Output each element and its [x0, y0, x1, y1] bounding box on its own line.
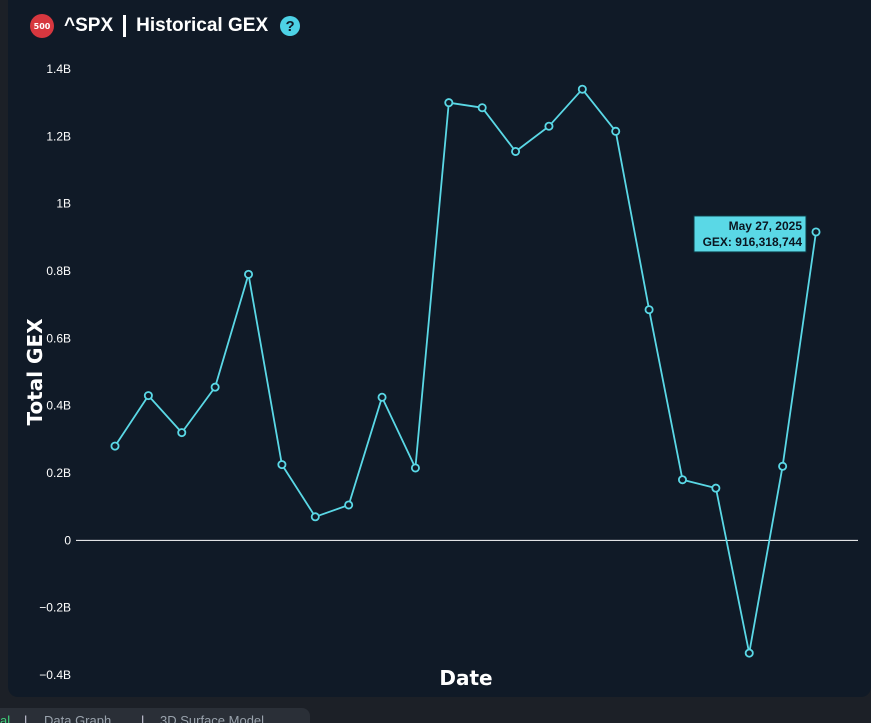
y-axis-title: Total GEX [23, 318, 47, 426]
tab-separator: | [24, 713, 28, 723]
data-point[interactable] [244, 269, 254, 279]
chart-header: 500 ^SPX Historical GEX ? [30, 10, 301, 42]
data-point[interactable] [511, 146, 521, 156]
title-divider [123, 15, 127, 37]
y-tick-label: 0.8B [46, 264, 71, 278]
data-point[interactable] [677, 475, 687, 485]
gex-line-chart[interactable]: 1.4B 1.2B 1B 0.8B 0.6B 0.4B 0.2B 0 −0.2B −0.4B Tot… [0, 0, 871, 700]
data-point[interactable] [110, 441, 120, 451]
x-axis-title: Date [439, 666, 492, 690]
data-point[interactable] [544, 121, 554, 131]
help-icon[interactable]: ? [280, 16, 301, 36]
data-point[interactable] [177, 428, 187, 438]
data-point[interactable] [410, 463, 420, 473]
y-tick-label: 1.4B [46, 62, 71, 76]
data-point[interactable] [577, 84, 587, 94]
tooltip-date: May 27, 2025 [729, 219, 803, 233]
tab-historical[interactable]: al [0, 713, 11, 723]
data-point[interactable] [210, 382, 220, 392]
data-point[interactable] [778, 461, 788, 471]
y-tick-label: 0.6B [46, 331, 71, 345]
tab-data-graph[interactable]: Data Graph [44, 713, 112, 723]
y-tick-label: 1B [56, 197, 71, 211]
tooltip-value: GEX: 916,318,744 [703, 235, 803, 249]
tab-separator: | [141, 713, 145, 723]
data-point[interactable] [477, 103, 487, 113]
data-point[interactable] [811, 227, 821, 237]
page-title: Historical GEX [136, 15, 269, 36]
data-point[interactable] [143, 391, 153, 401]
series-line [114, 88, 817, 654]
tooltip-box [693, 215, 807, 253]
chart-panel [8, 0, 871, 697]
data-point[interactable] [611, 126, 621, 136]
y-tick-label: −0.2B [39, 601, 71, 615]
y-tick-label: 0.4B [46, 399, 71, 413]
data-point[interactable] [444, 98, 454, 108]
tab-3d-surface-model[interactable]: 3D Surface Model [160, 713, 265, 723]
y-tick-label: 1.2B [46, 129, 71, 143]
y-tick-label: 0 [64, 533, 71, 547]
data-point[interactable] [277, 460, 287, 470]
data-point[interactable] [711, 483, 721, 493]
data-point[interactable] [644, 305, 654, 315]
view-tabs: al | Data Graph | 3D Surface Model [0, 708, 310, 723]
data-point[interactable] [344, 500, 354, 510]
y-tick-label: −0.4B [39, 668, 71, 682]
sp500-badge-icon: 500 [30, 14, 54, 38]
data-point[interactable] [744, 648, 754, 658]
y-tick-label: 0.2B [46, 466, 71, 480]
data-point[interactable] [377, 392, 387, 402]
ticker-symbol: ^SPX [64, 15, 114, 36]
data-point[interactable] [310, 512, 320, 522]
